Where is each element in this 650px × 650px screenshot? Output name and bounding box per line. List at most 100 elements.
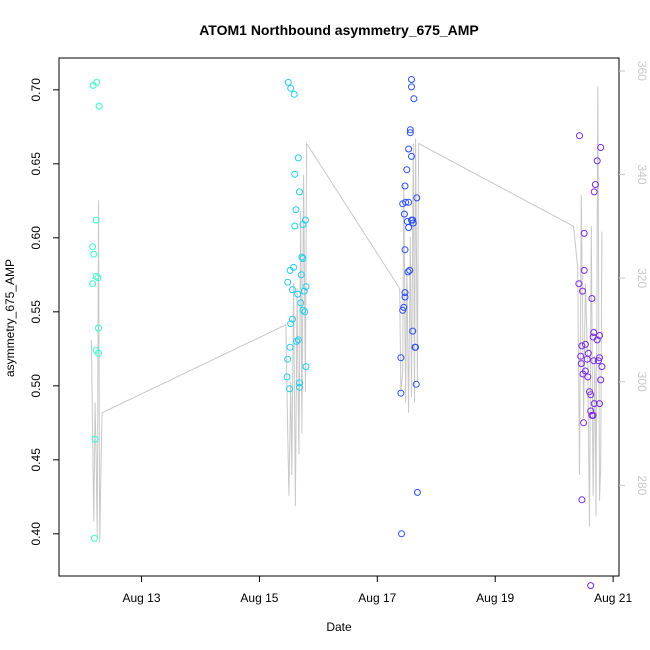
series-group (397, 76, 421, 538)
data-point (580, 419, 588, 427)
secondary-y-axis: 280 300 320 340 360 (619, 61, 649, 496)
data-point (408, 152, 415, 160)
data-point (408, 76, 415, 83)
data-point (584, 373, 592, 381)
data-point (284, 278, 292, 286)
y-tick-label: 0.50 (29, 374, 43, 398)
data-point (297, 271, 305, 279)
data-point (299, 255, 307, 262)
data-point (405, 198, 413, 206)
data-point (411, 343, 419, 351)
data-point (94, 274, 102, 282)
data-point (406, 126, 414, 134)
data-point (283, 373, 291, 381)
data-point (286, 385, 293, 393)
data-point (91, 435, 99, 443)
data-point (288, 315, 296, 323)
data-point (579, 287, 586, 295)
data-point (589, 411, 597, 419)
x-tick-label: Aug 13 (123, 591, 161, 605)
data-point (590, 357, 598, 365)
data-point (92, 216, 100, 224)
data-point (410, 95, 418, 103)
data-point (406, 266, 414, 274)
data-point (408, 83, 415, 91)
data-point (296, 383, 303, 391)
data-point (404, 268, 412, 276)
data-point (292, 206, 300, 214)
data-point (587, 582, 595, 590)
data-point (92, 272, 100, 280)
data-point (409, 216, 417, 224)
series-group (89, 78, 103, 542)
data-point (405, 224, 413, 231)
data-point (284, 355, 292, 363)
data-point (300, 287, 308, 295)
secondary-line-layer (90, 86, 603, 543)
y-tick-label: 0.60 (29, 226, 43, 250)
data-point (291, 170, 299, 178)
data-point (89, 243, 97, 251)
y-axis: 0.40 0.45 0.50 0.55 0.60 0.65 0.70 (29, 78, 59, 546)
data-point (299, 221, 307, 228)
y2-tick-label: 300 (635, 372, 649, 392)
data-point (397, 389, 405, 397)
series-group (283, 78, 310, 393)
y-tick-label: 0.40 (29, 522, 43, 546)
x-tick-label: Aug 15 (240, 591, 278, 605)
data-point (577, 352, 585, 360)
data-point (290, 90, 298, 98)
data-point (597, 376, 605, 384)
data-point (412, 380, 420, 388)
y2-tick-label: 280 (635, 475, 649, 495)
y2-tick-label: 360 (635, 61, 649, 81)
data-point (286, 343, 294, 351)
data-point (596, 400, 603, 408)
data-point (405, 145, 413, 153)
data-point (577, 360, 585, 368)
data-point (90, 534, 98, 542)
y-tick-label: 0.55 (29, 300, 43, 324)
y2-tick-label: 320 (635, 268, 649, 288)
data-point (298, 253, 306, 261)
data-point (590, 188, 598, 196)
data-point (580, 266, 588, 274)
data-point (294, 290, 302, 298)
data-point (401, 182, 409, 190)
y-axis-label: asymmetry_675_AMP (3, 259, 17, 377)
data-point (578, 496, 586, 504)
data-point (588, 295, 596, 302)
data-point (593, 336, 601, 344)
data-point (287, 84, 295, 92)
secondary-series-line (90, 86, 603, 543)
data-point (296, 188, 303, 196)
data-point (401, 293, 409, 301)
series-group (575, 132, 606, 590)
data-point (581, 340, 589, 348)
y-tick-label: 0.70 (29, 78, 43, 102)
plot-frame (58, 57, 620, 577)
x-tick-label: Aug 17 (358, 591, 396, 605)
data-point (590, 400, 598, 408)
data-point (93, 78, 101, 86)
data-point (587, 391, 595, 399)
data-point (409, 327, 417, 335)
data-point (413, 194, 421, 202)
data-point (409, 219, 417, 227)
data-point (578, 342, 586, 350)
data-point (591, 181, 599, 188)
x-axis: Aug 13 Aug 15 Aug 17 Aug 19 Aug 21 (123, 576, 632, 605)
data-point (413, 488, 421, 496)
data-point (400, 210, 408, 218)
data-point (301, 308, 309, 316)
data-point (401, 289, 409, 297)
data-point (296, 379, 303, 387)
data-point (576, 132, 583, 140)
data-point (297, 299, 305, 307)
data-point (288, 286, 296, 294)
data-point (598, 363, 606, 371)
x-tick-label: Aug 21 (594, 591, 632, 605)
data-point (284, 78, 292, 86)
data-point (580, 229, 588, 237)
